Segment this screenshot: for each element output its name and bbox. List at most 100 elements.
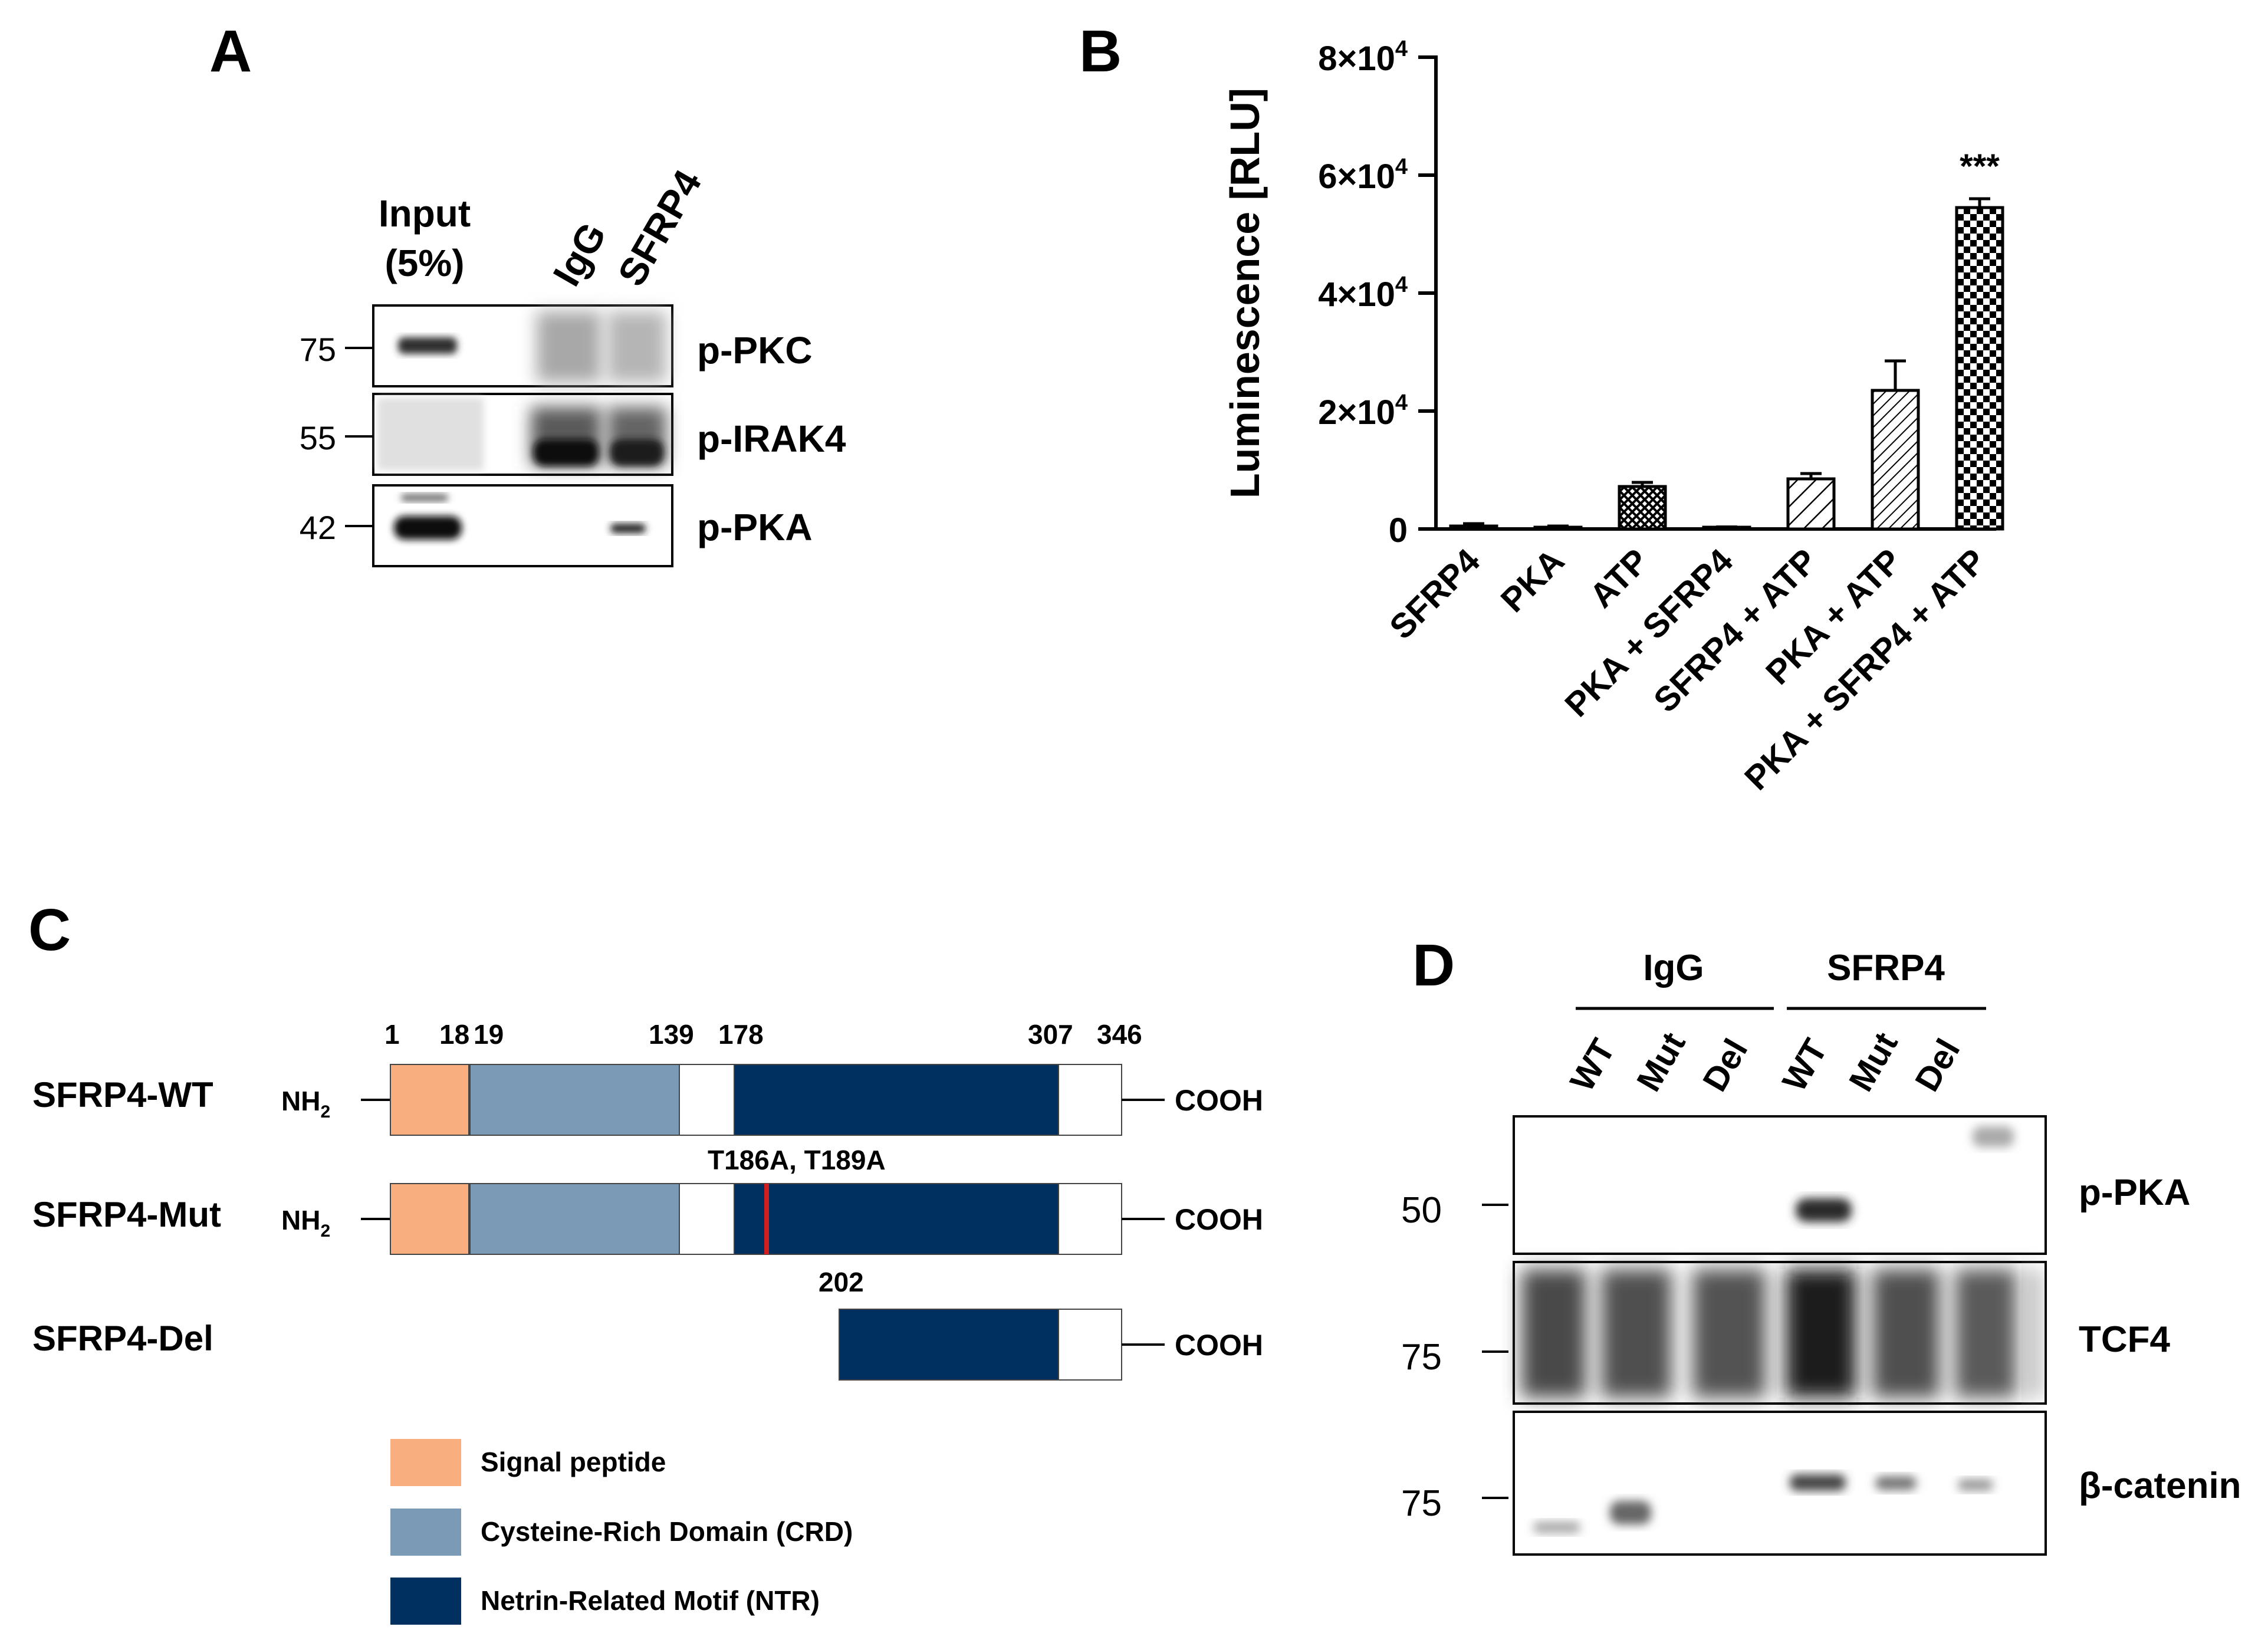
lane-label-mut: Mut [1842, 1026, 1905, 1098]
blot-a-figure: IgG SFRP4 75 55 42 [300, 163, 846, 567]
legend-label-crd: Cysteine-Rich Domain (CRD) [481, 1516, 853, 1547]
signal-peptide-domain [390, 1064, 469, 1136]
linker-region [679, 1183, 735, 1255]
panel-a: A Input (5%) IgG SFRP4 [0, 0, 885, 649]
band-sfrp4-wt [1796, 1198, 1852, 1222]
blot-d-tcf4 [1513, 1261, 2047, 1405]
lane-label-mut: Mut [1629, 1026, 1693, 1098]
band-igg [537, 311, 601, 382]
nh2-label: NH2 [281, 1086, 330, 1122]
legend-swatch-signal [390, 1439, 461, 1486]
linker-region [679, 1064, 735, 1136]
crd-domain [469, 1183, 680, 1255]
position-178: 178 [718, 1019, 764, 1050]
band-input [398, 337, 457, 354]
signal-peptide-domain [390, 1183, 469, 1255]
c-terminal-region [1058, 1309, 1122, 1381]
ntr-domain [734, 1064, 1059, 1136]
x-tick-label: PKA [1494, 541, 1572, 620]
blot-label-beta-catenin: β-catenin [2079, 1465, 2241, 1506]
blot-d-beta-catenin [1513, 1411, 2047, 1556]
marker-75: 75 [300, 331, 336, 368]
blot-p-pkc [372, 304, 673, 387]
marker-75: 75 [1401, 1337, 1442, 1378]
mutation-label: T186A, T189A [708, 1145, 886, 1175]
sfrp4-wt-construct: NH2 COOH [281, 1064, 1263, 1136]
legend-swatch-crd [390, 1509, 461, 1556]
position-1: 1 [384, 1019, 400, 1050]
legend-label-ntr: Netrin-Related Motif (NTR) [481, 1585, 820, 1616]
domain-legend: Signal peptide Cysteine-Rich Domain (CRD… [390, 1439, 853, 1625]
marker-55: 55 [300, 419, 336, 456]
blot-label-p-pka: p-PKA [2079, 1172, 2190, 1213]
band-igg-core [534, 439, 599, 466]
row-label-wt: SFRP4-WT [32, 1075, 213, 1115]
bar-atp [1618, 485, 1667, 531]
domain-diagram: SFRP4-WT SFRP4-Mut SFRP4-Del 1 18 19 139… [32, 1019, 1263, 1625]
position-18: 18 [439, 1019, 469, 1050]
lane-label-wt: WT [1563, 1033, 1622, 1098]
blot-d-figure: IgG SFRP4 WT Mut Del WT Mut Del [1401, 948, 2241, 1556]
panel-a-letter: A [209, 18, 252, 84]
cooh-label: COOH [1175, 1329, 1263, 1362]
x-tick-label: ATP [1582, 541, 1656, 615]
lane-label-wt: WT [1775, 1033, 1835, 1098]
sfrp4-mut-construct: NH2 COOH [281, 1183, 1263, 1255]
position-19: 19 [474, 1019, 504, 1050]
legend-swatch-ntr [390, 1578, 461, 1625]
cooh-label: COOH [1175, 1203, 1263, 1236]
y-tick-label: 4×104 [1318, 272, 1408, 314]
panel-c: C SFRP4-WT SFRP4-Mut SFRP4-Del 1 18 19 1… [0, 885, 1356, 1630]
blot-label-p-pka: p-PKA [697, 506, 813, 548]
band-sfrp4-core [610, 439, 663, 466]
row-label-del: SFRP4-Del [32, 1319, 213, 1358]
band-sfrp4 [607, 311, 666, 382]
panel-d-letter: D [1412, 932, 1455, 998]
c-terminal-region [1058, 1183, 1122, 1255]
crd-domain [469, 1064, 680, 1136]
panel-c-letter: C [28, 897, 71, 963]
y-tick-label: 2×104 [1318, 390, 1408, 432]
legend-label-signal: Signal peptide [481, 1447, 666, 1477]
ntr-domain [734, 1183, 1059, 1255]
y-tick-label: 6×104 [1318, 155, 1408, 196]
bar-pka-sfrp4-atp [1955, 206, 2004, 531]
bar-sfrp4 [1449, 524, 1498, 531]
blot-p-pka [372, 484, 673, 567]
marker-50: 50 [1401, 1190, 1442, 1231]
nh2-label: NH2 [281, 1205, 330, 1241]
lane-label-del: Del [1908, 1033, 1967, 1098]
input-label-line2: (5%) [384, 242, 465, 284]
y-tick-label: 8×104 [1318, 37, 1408, 78]
blot-p-irak4 [372, 393, 673, 476]
blot-label-p-pkc: p-PKC [697, 329, 813, 372]
position-202: 202 [819, 1267, 864, 1297]
lane-label-del: Del [1695, 1033, 1755, 1098]
lane-label-sfrp4: SFRP4 [609, 163, 710, 293]
lane-label-igg: IgG [544, 215, 614, 293]
y-axis-label: Luminescence [RLU] [1222, 88, 1268, 498]
bar-sfrp4-atp [1786, 477, 1836, 531]
y-tick-label: 0 [1389, 511, 1408, 550]
significance-annotation: *** [1960, 147, 2000, 186]
input-label-line1: Input [378, 192, 471, 235]
position-139: 139 [649, 1019, 694, 1050]
c-terminal-region [1058, 1064, 1122, 1136]
bar-pka-atp [1871, 389, 1920, 531]
band-input [394, 516, 462, 540]
marker-42: 42 [300, 509, 336, 546]
blot-label-tcf4: TCF4 [2079, 1319, 2171, 1360]
position-346: 346 [1097, 1019, 1142, 1050]
band-sfrp4 [610, 524, 646, 533]
row-label-mut: SFRP4-Mut [32, 1195, 221, 1234]
panel-d: D IgG SFRP4 WT Mut Del WT Mut Del [1356, 885, 2268, 1630]
cooh-label: COOH [1175, 1084, 1263, 1117]
blot-d-p-pka [1513, 1115, 2047, 1255]
group-label-igg: IgG [1643, 948, 1704, 988]
sfrp4-del-construct: COOH [839, 1309, 1263, 1381]
band-input-upper [401, 494, 448, 501]
ntr-domain [839, 1309, 1059, 1381]
marker-75: 75 [1401, 1483, 1442, 1524]
panel-b-letter: B [1079, 18, 1122, 84]
